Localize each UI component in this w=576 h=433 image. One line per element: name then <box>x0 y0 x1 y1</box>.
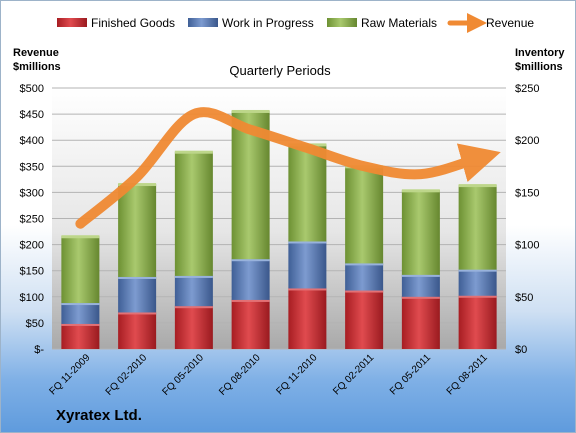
bar-finished-goods <box>288 288 327 349</box>
left-tick-label: $- <box>34 344 44 356</box>
bar-finished-goods-top <box>401 295 440 299</box>
bar-work-in-progress <box>401 274 440 297</box>
bar-raw-materials <box>174 151 213 276</box>
legend-item-raw-materials: Raw Materials <box>327 16 437 30</box>
bar-work-in-progress-top <box>118 275 157 279</box>
x-tick-label: FQ 11-2009 <box>48 352 93 397</box>
bar-raw-materials-top <box>174 150 213 154</box>
right-tick-label: $0 <box>515 344 527 356</box>
bar-work-in-progress-top <box>61 302 100 306</box>
right-tick-label: $50 <box>515 292 533 304</box>
bar-raw-materials-top <box>118 183 157 187</box>
right-axis-title-line1: Inventory <box>515 47 565 59</box>
company-name: Xyratex Ltd. <box>56 407 142 424</box>
bar-raw-materials <box>288 144 327 242</box>
chart-title: Quarterly Periods <box>229 63 331 78</box>
left-tick-label: $400 <box>20 135 44 147</box>
right-tick-label: $100 <box>515 240 539 252</box>
x-tick-label: FQ 02-2011 <box>331 352 376 397</box>
legend-item-finished-goods: Finished Goods <box>57 16 175 30</box>
bar-work-in-progress-top <box>288 240 327 244</box>
left-tick-label: $150 <box>20 266 44 278</box>
bar-work-in-progress <box>345 263 384 291</box>
bars <box>61 109 497 349</box>
bar-raw-materials-top <box>61 235 100 239</box>
legend: Finished Goods Work in Progress Raw Mate… <box>57 13 534 33</box>
bar-work-in-progress <box>118 276 157 313</box>
left-tick-label: $250 <box>20 214 44 226</box>
right-tick-label: $200 <box>515 135 539 147</box>
legend-swatch-raw-materials <box>327 18 357 27</box>
bar-finished-goods <box>61 323 100 349</box>
bar-finished-goods <box>345 290 384 349</box>
x-tick-label: FQ 02-2010 <box>104 352 150 398</box>
bar-work-in-progress <box>231 259 270 300</box>
revenue-line <box>75 107 501 229</box>
bar-work-in-progress-top <box>401 273 440 277</box>
bar-work-in-progress <box>61 303 100 324</box>
bar-raw-materials-top <box>231 109 270 113</box>
bar-finished-goods <box>118 312 157 349</box>
right-axis-title-line2: $millions <box>515 61 563 73</box>
legend-swatch-work-in-progress <box>188 18 218 27</box>
bar-raw-materials-top <box>458 184 497 188</box>
right-tick-label: $150 <box>515 187 539 199</box>
x-tick-label: FQ 05-2010 <box>160 352 206 398</box>
bar-finished-goods <box>401 296 440 349</box>
right-tick-label: $250 <box>515 83 539 95</box>
legend-label-raw-materials: Raw Materials <box>361 16 437 30</box>
bar-finished-goods-top <box>231 298 270 302</box>
x-tick-label: FQ 08-2011 <box>445 352 490 397</box>
left-tick-label: $500 <box>20 83 44 95</box>
bar-finished-goods <box>231 299 270 349</box>
bar-finished-goods <box>458 295 497 349</box>
left-axis-title-line2: $millions <box>13 61 61 73</box>
bar-finished-goods-top <box>61 322 100 326</box>
left-axis-title-line1: Revenue <box>13 47 59 59</box>
bar-raw-materials <box>458 185 497 270</box>
x-tick-label: FQ 08-2010 <box>217 352 263 398</box>
bar-raw-materials-top <box>401 189 440 193</box>
bar-work-in-progress-top <box>174 274 213 278</box>
legend-swatch-finished-goods <box>57 18 87 27</box>
bar-work-in-progress <box>174 275 213 307</box>
bar-raw-materials <box>61 236 100 304</box>
left-tick-label: $100 <box>20 292 44 304</box>
bar-finished-goods-top <box>345 289 384 293</box>
left-tick-label: $200 <box>20 240 44 252</box>
bar-work-in-progress-top <box>458 268 497 272</box>
bar-work-in-progress-top <box>231 258 270 262</box>
bar-raw-materials <box>345 166 384 264</box>
legend-label-revenue: Revenue <box>486 16 534 30</box>
left-axis-ticks: $- $50 $100 $150 $200 $250 $300 $350 $400 $450 $50… <box>20 83 45 356</box>
bar-raw-materials <box>118 184 157 277</box>
x-tick-label: FQ 11-2010 <box>275 352 320 397</box>
bar-work-in-progress <box>288 241 327 289</box>
bar-finished-goods-top <box>458 294 497 298</box>
left-tick-label: $50 <box>26 318 44 330</box>
legend-label-finished-goods: Finished Goods <box>91 16 175 30</box>
revenue-series <box>75 107 501 229</box>
bar-work-in-progress <box>458 269 497 296</box>
bar-finished-goods-top <box>174 305 213 309</box>
left-tick-label: $450 <box>20 109 44 121</box>
x-axis-labels: FQ 11-2009 FQ 02-2010 FQ 05-2010 FQ 08-2010… <box>48 352 491 398</box>
bar-raw-materials <box>401 190 440 275</box>
right-axis-ticks: $0 $50 $100 $150 $200 $250 <box>515 83 539 356</box>
left-tick-label: $300 <box>20 187 44 199</box>
bar-finished-goods <box>174 306 213 349</box>
bar-finished-goods-top <box>118 311 157 315</box>
left-tick-label: $350 <box>20 161 44 173</box>
legend-item-work-in-progress: Work in Progress <box>188 16 314 30</box>
legend-item-revenue: Revenue <box>447 13 534 33</box>
legend-label-work-in-progress: Work in Progress <box>222 16 314 30</box>
bar-work-in-progress-top <box>345 262 384 266</box>
x-tick-label: FQ 05-2011 <box>388 352 433 397</box>
bar-finished-goods-top <box>288 287 327 291</box>
